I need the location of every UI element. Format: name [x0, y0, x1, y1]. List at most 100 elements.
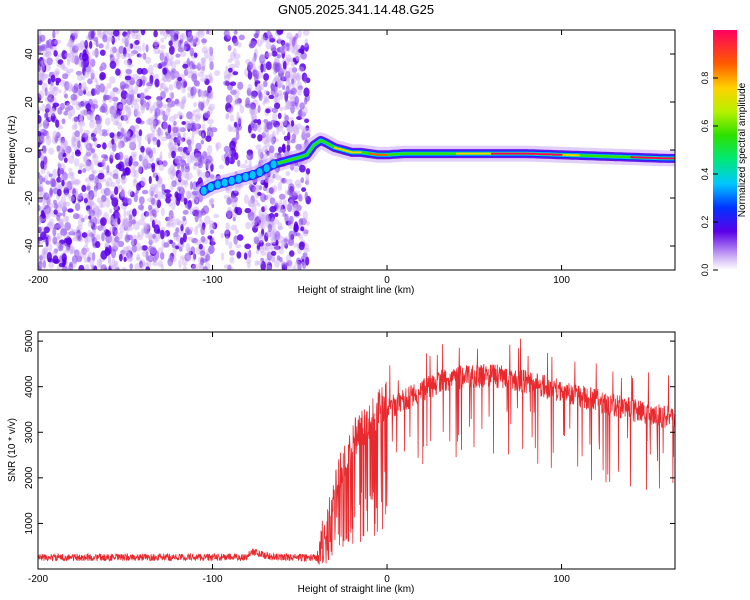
noise-speck: [301, 129, 306, 136]
noise-speck: [187, 92, 191, 98]
noise-speck: [300, 110, 306, 120]
noise-speck: [73, 143, 78, 152]
noise-speck: [200, 57, 206, 65]
noise-speck: [204, 78, 210, 86]
noise-speck: [278, 235, 285, 244]
noise-speck: [125, 107, 132, 117]
noise-speck: [258, 214, 265, 221]
noise-speck: [153, 255, 159, 262]
noise-speck: [46, 251, 53, 262]
noise-speck: [89, 58, 93, 64]
noise-speck: [79, 116, 84, 122]
noise-speck: [84, 140, 91, 149]
snr-panel: -200 -100 0 100 1000 2000 3000 4000 5000 Height…: [7, 330, 676, 595]
noise-speck: [189, 47, 194, 57]
noise-speck: [189, 125, 197, 131]
noise-speck: [193, 80, 200, 87]
noise-speck: [268, 212, 275, 223]
noise-speck: [276, 79, 284, 89]
noise-speck: [61, 118, 66, 125]
noise-speck: [55, 131, 61, 139]
noise-speck: [126, 42, 131, 53]
noise-speck: [288, 259, 293, 269]
noise-speck: [196, 224, 203, 229]
noise-speck: [85, 239, 89, 247]
noise-speck: [43, 160, 48, 169]
noise-speck: [179, 127, 186, 133]
noise-speck: [83, 154, 89, 164]
noise-speck: [71, 117, 79, 123]
noise-speck: [274, 102, 281, 110]
noise-speck: [86, 208, 93, 215]
noise-speck: [182, 63, 189, 69]
noise-speck: [122, 217, 127, 226]
noise-speck: [47, 235, 51, 244]
noise-speck: [285, 72, 290, 83]
noise-speck: [191, 120, 196, 126]
noise-speck: [54, 39, 59, 45]
noise-speck: [152, 63, 160, 68]
noise-speck: [290, 104, 295, 114]
noise-speck: [41, 103, 46, 113]
noise-speck: [230, 224, 238, 231]
noise-speck: [122, 219, 129, 227]
noise-speck: [258, 209, 263, 219]
noise-speck: [208, 198, 215, 204]
noise-speck: [284, 93, 288, 103]
noise-speck: [275, 239, 279, 246]
noise-speck: [257, 235, 265, 243]
snr-frame: [37, 331, 676, 570]
noise-speck: [148, 245, 154, 253]
noise-speck: [171, 180, 177, 188]
noise-speck: [67, 111, 72, 120]
noise-speck: [176, 80, 182, 90]
noise-speck: [85, 132, 89, 142]
noise-speck: [40, 231, 47, 240]
noise-speck: [149, 245, 157, 255]
noise-speck: [67, 39, 74, 48]
noise-speck: [149, 216, 154, 222]
noise-speck: [99, 65, 104, 72]
noise-speck: [249, 102, 256, 110]
noise-speck: [272, 173, 276, 179]
noise-speck: [88, 174, 95, 181]
noise-speck: [193, 209, 200, 217]
noise-speck: [298, 108, 303, 119]
noise-speck: [126, 97, 133, 106]
noise-speck: [122, 246, 130, 254]
noise-speck: [170, 92, 174, 100]
noise-speck: [132, 161, 139, 167]
noise-speck: [147, 133, 154, 142]
noise-speck: [267, 175, 274, 184]
noise-speck: [137, 219, 145, 226]
noise-speck: [300, 261, 305, 267]
noise-speck: [143, 69, 149, 75]
noise-speck: [161, 75, 169, 82]
noise-speck: [60, 64, 66, 70]
ridge-blob: [206, 181, 215, 192]
noise-speck: [86, 234, 92, 243]
noise-speck: [209, 46, 214, 57]
noise-speck: [227, 67, 233, 73]
noise-speck: [223, 30, 230, 37]
noise-speck: [201, 46, 208, 54]
noise-speck: [43, 192, 50, 200]
noise-speck: [101, 132, 108, 137]
noise-speck: [170, 53, 174, 61]
noise-speck: [163, 242, 169, 248]
noise-speck: [115, 90, 121, 95]
noise-speck: [77, 85, 83, 91]
noise-speck: [267, 30, 271, 37]
noise-speck: [197, 30, 201, 35]
noise-speck: [147, 147, 152, 152]
noise-speck: [132, 208, 137, 217]
noise-speck: [304, 191, 309, 201]
noise-speck: [292, 57, 296, 63]
noise-speck: [209, 61, 214, 71]
noise-speck: [269, 206, 277, 213]
noise-speck: [184, 252, 191, 262]
noise-speck: [94, 138, 98, 148]
noise-speck: [285, 85, 290, 95]
noise-speck: [81, 75, 86, 81]
noise-speck: [270, 88, 276, 96]
